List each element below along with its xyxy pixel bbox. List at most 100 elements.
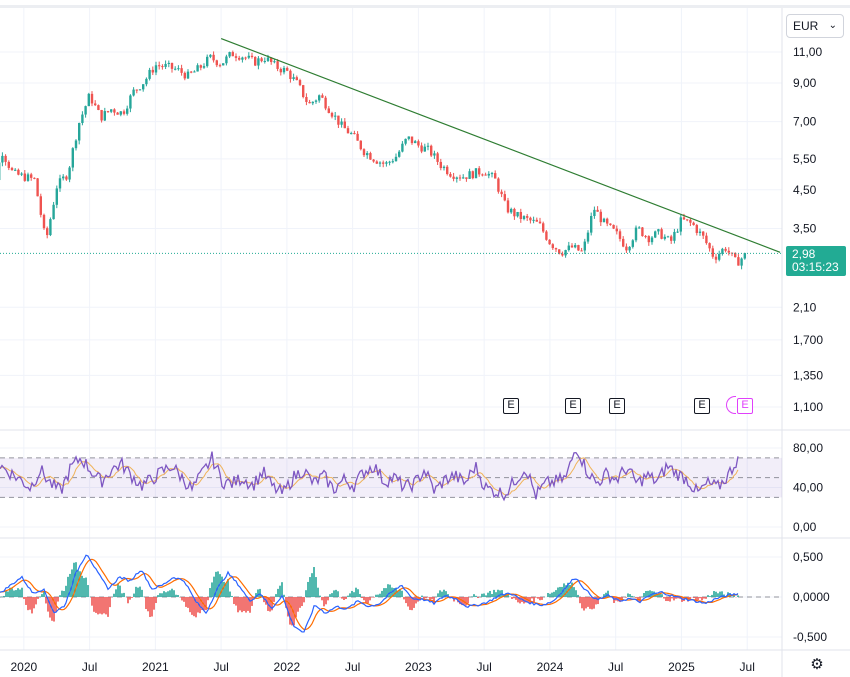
candle-body bbox=[340, 121, 343, 125]
candle-body bbox=[305, 96, 308, 102]
candle-body bbox=[433, 153, 436, 156]
gear-icon[interactable]: ⚙ bbox=[810, 656, 824, 673]
macd-histogram-bar bbox=[137, 587, 139, 597]
candle-body bbox=[548, 239, 551, 245]
macd-histogram-bar bbox=[25, 597, 27, 605]
candle-body bbox=[154, 65, 158, 73]
price-pane[interactable] bbox=[0, 38, 782, 270]
macd-histogram-bar bbox=[697, 597, 699, 600]
candle-body bbox=[458, 177, 462, 179]
earnings-marker[interactable]: E bbox=[565, 398, 581, 414]
candle-body bbox=[481, 174, 484, 176]
candle-body bbox=[378, 162, 382, 164]
macd-histogram-bar bbox=[571, 582, 573, 597]
x-tick-label: Jul bbox=[345, 660, 360, 674]
chevron-down-icon: ⌄ bbox=[828, 20, 837, 31]
candle-body bbox=[529, 217, 532, 221]
macd-histogram-bar bbox=[559, 586, 561, 597]
candle-body bbox=[676, 231, 679, 233]
macd-histogram-bar bbox=[579, 597, 581, 604]
x-tick-label: 2024 bbox=[537, 660, 564, 674]
macd-histogram-bar bbox=[375, 594, 377, 597]
macd-histogram-bar bbox=[247, 597, 249, 611]
candle-body bbox=[20, 173, 23, 175]
macd-histogram-bar bbox=[35, 597, 37, 605]
macd-histogram-bar bbox=[291, 597, 293, 626]
macd-histogram-bar bbox=[717, 593, 719, 597]
currency-button[interactable]: EUR ⌄ bbox=[786, 14, 844, 38]
macd-histogram-bar bbox=[323, 597, 325, 607]
macd-histogram-bar bbox=[349, 593, 351, 597]
candle-body bbox=[257, 58, 260, 66]
candle-body bbox=[612, 224, 615, 229]
macd-histogram-bar bbox=[327, 597, 329, 601]
candle-body bbox=[708, 243, 711, 249]
candle-body bbox=[186, 71, 190, 79]
macd-histogram-bar bbox=[17, 588, 19, 597]
macd-histogram-bar bbox=[729, 593, 731, 597]
macd-histogram-bar bbox=[127, 597, 129, 604]
macd-histogram-bar bbox=[41, 594, 43, 597]
macd-histogram-bar bbox=[163, 591, 165, 597]
price-axis[interactable]: 11,00 9,00 7,00 5,50 4,50 3,50 2,10 1,700 1,350 1… bbox=[793, 45, 830, 644]
macd-histogram-bar bbox=[259, 588, 261, 597]
x-tick-label: 2023 bbox=[405, 660, 432, 674]
candle-body bbox=[199, 65, 202, 68]
candle-body bbox=[260, 58, 263, 62]
macd-histogram-bar bbox=[147, 597, 149, 612]
candle-body bbox=[119, 111, 122, 115]
time-axis[interactable]: 2020 Jul 2021 Jul 2022 Jul 2023 Jul 2024 Jul 2025 J… bbox=[10, 660, 754, 674]
candle-body bbox=[519, 211, 522, 220]
upcoming-earnings-marker[interactable]: E bbox=[737, 398, 753, 414]
macd-histogram-bar bbox=[99, 597, 101, 614]
candle-body bbox=[625, 246, 628, 251]
candle-body bbox=[87, 93, 90, 107]
macd-histogram-bar bbox=[325, 597, 327, 605]
macd-histogram-bar bbox=[643, 593, 645, 597]
macd-histogram-bar bbox=[577, 594, 579, 597]
macd-histogram-bar bbox=[333, 590, 335, 597]
macd-histogram-bar bbox=[241, 597, 243, 613]
macd-histogram-bar bbox=[703, 597, 705, 599]
macd-histogram-bar bbox=[631, 595, 633, 597]
candle-body bbox=[334, 115, 337, 117]
earnings-marker[interactable]: E bbox=[694, 398, 710, 414]
candle-body bbox=[362, 149, 366, 156]
macd-histogram-bar bbox=[377, 594, 379, 597]
candle-body bbox=[247, 55, 250, 58]
candle-body bbox=[503, 194, 506, 201]
macd-histogram-bar bbox=[665, 597, 667, 602]
macd-histogram-bar bbox=[387, 584, 389, 597]
earnings-marker[interactable]: E bbox=[609, 398, 625, 414]
candle-body bbox=[711, 248, 714, 257]
candle-body bbox=[81, 114, 84, 123]
candle-body bbox=[369, 153, 372, 160]
macd-histogram-bar bbox=[463, 597, 465, 605]
currency-label: EUR bbox=[793, 19, 819, 33]
earnings-marker[interactable]: E bbox=[503, 398, 519, 414]
candle-body bbox=[7, 161, 10, 168]
candle-body bbox=[311, 101, 314, 104]
macd-histogram-bar bbox=[627, 593, 629, 597]
candle-body bbox=[682, 217, 686, 220]
macd-histogram-bar bbox=[335, 589, 337, 597]
macd-histogram-bar bbox=[341, 597, 343, 599]
rsi-pane[interactable] bbox=[0, 451, 782, 502]
macd-histogram-bar bbox=[317, 587, 319, 597]
macd-histogram-bar bbox=[705, 597, 707, 599]
trendline[interactable] bbox=[220, 38, 781, 253]
macd-pane[interactable] bbox=[0, 554, 782, 633]
candle-body bbox=[474, 168, 478, 179]
candle-body bbox=[206, 56, 209, 67]
macd-histogram-bar bbox=[399, 588, 401, 597]
x-tick-label: Jul bbox=[476, 660, 491, 674]
candle-body bbox=[295, 77, 298, 81]
macd-histogram-bar bbox=[97, 597, 99, 615]
macd-histogram-bar bbox=[185, 597, 187, 607]
candle-body bbox=[698, 231, 702, 233]
candle-body bbox=[545, 231, 548, 240]
macd-tick-label: 0,500 bbox=[793, 550, 823, 564]
macd-histogram-bar bbox=[101, 597, 103, 615]
candle-body bbox=[673, 231, 676, 241]
